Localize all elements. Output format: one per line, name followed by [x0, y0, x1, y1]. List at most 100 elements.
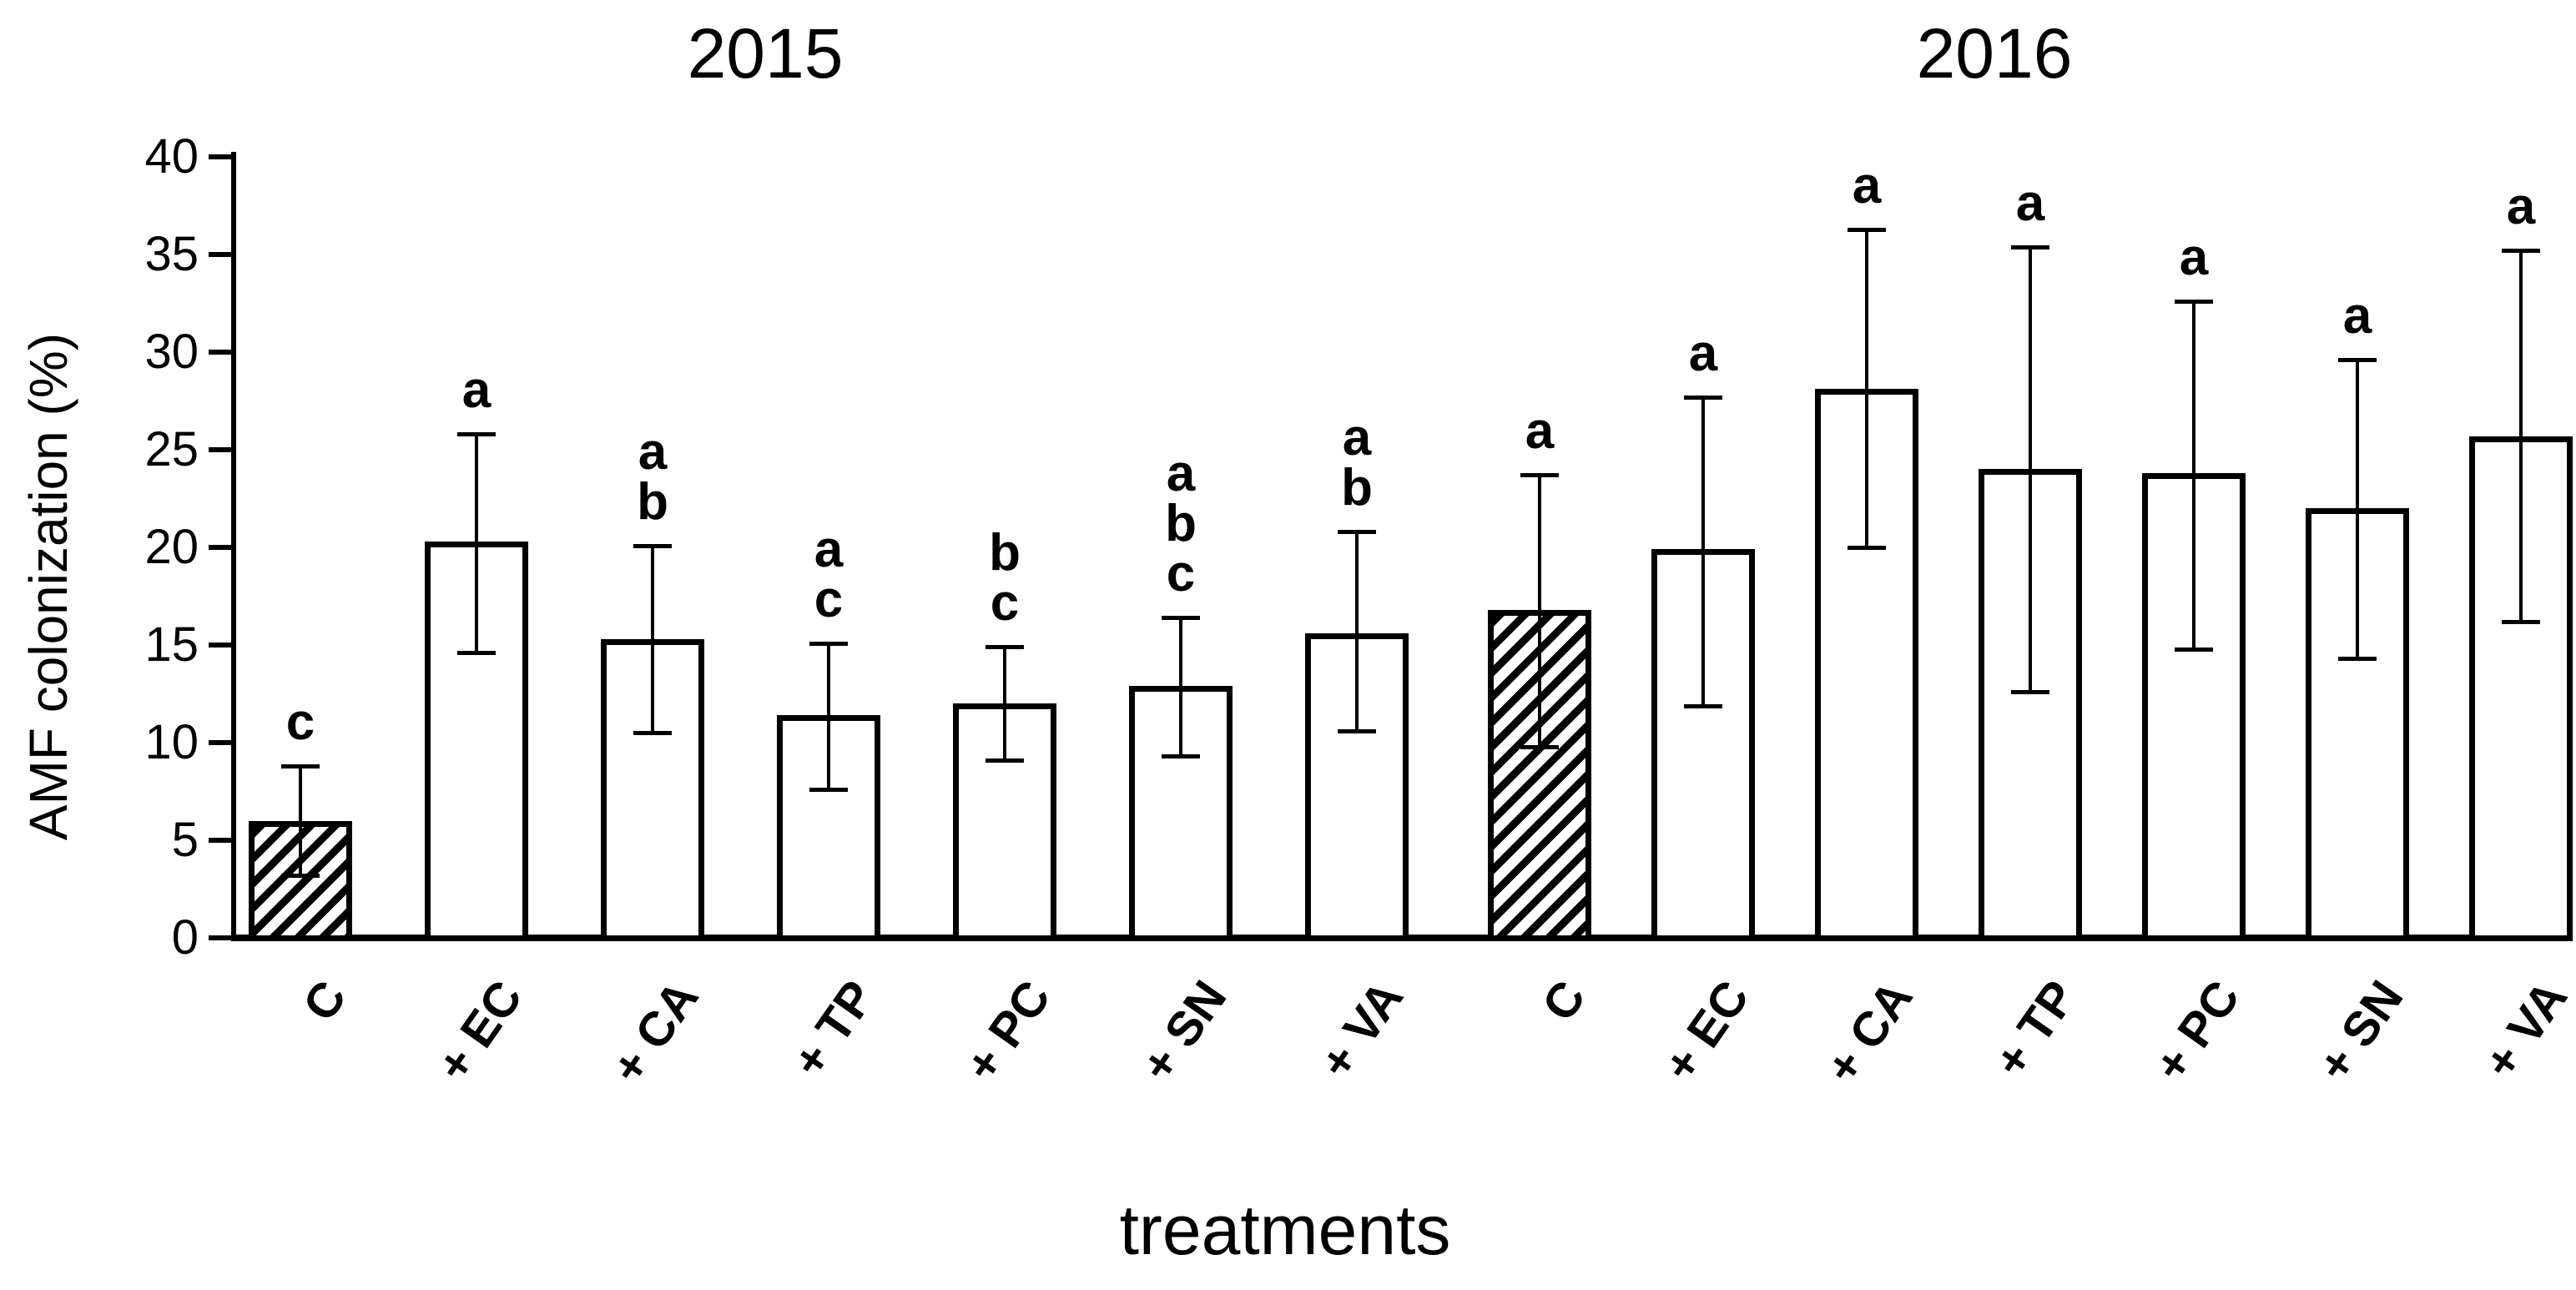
bar-2015-c [249, 820, 352, 941]
y-tick-mark-10 [209, 740, 234, 745]
error-bar-cap-bottom-2016-ec [1684, 703, 1722, 708]
y-tick-label-15: 15 [144, 617, 199, 672]
significance-letter: a [2342, 287, 2372, 345]
error-bar-cap-bottom-2015-ec [457, 651, 496, 656]
error-bar-cap-bottom-2015-pc [986, 758, 1024, 763]
y-tick-mark-35 [209, 252, 234, 257]
error-bar-cap-bottom-2016-c [1520, 744, 1559, 749]
significance-letters-2016-pc: a [2127, 229, 2261, 287]
y-tick-label-5: 5 [171, 813, 199, 867]
error-bar-cap-bottom-2015-ca [633, 731, 672, 736]
y-tick-mark-0 [209, 935, 234, 940]
error-bar-line-2015-ca [651, 545, 654, 733]
panel-title-2015: 2015 [687, 14, 844, 93]
error-bar-cap-top-2016-ca [1848, 227, 1886, 232]
error-bar-line-2016-c [1538, 475, 1541, 747]
significance-letter: a [814, 520, 844, 578]
x-category-label-2015-va: + VA [1308, 970, 1414, 1089]
error-bar-cap-bottom-2015-tp [809, 788, 848, 793]
panel-title-2016: 2016 [1916, 14, 2073, 93]
x-category-label-2016-ca: + CA [1814, 970, 1923, 1094]
error-bar-line-2016-ec [1701, 396, 1705, 706]
error-bar-cap-bottom-2016-va [2502, 619, 2540, 624]
error-bar-line-2015-sn [1179, 617, 1182, 757]
y-tick-mark-30 [209, 350, 234, 355]
significance-letter: c [1166, 545, 1196, 603]
x-category-label-2016-ec: + EC [1652, 970, 1760, 1091]
error-bar-cap-bottom-2016-ca [1848, 546, 1886, 550]
significance-letters-2016-ec: a [1636, 327, 1770, 379]
significance-letter: b [989, 524, 1021, 582]
y-tick-mark-15 [209, 642, 234, 648]
error-bar-cap-top-2016-sn [2338, 358, 2377, 363]
error-bar-line-2016-sn [2356, 360, 2359, 659]
error-bar-line-2015-pc [1003, 647, 1006, 761]
x-category-label-2015-pc: + PC [954, 970, 1061, 1091]
significance-letters-2016-tp: a [1964, 174, 2097, 232]
error-bar-cap-top-2016-c [1520, 473, 1559, 478]
error-bar-cap-top-2016-pc [2175, 300, 2213, 305]
error-bar-cap-bottom-2015-sn [1162, 754, 1200, 759]
y-tick-label-25: 25 [144, 422, 199, 476]
y-tick-mark-40 [209, 154, 234, 159]
x-category-label-2016-va: + VA [2473, 970, 2576, 1089]
significance-letter: c [814, 570, 844, 628]
y-tick-mark-5 [209, 838, 234, 843]
error-bar-cap-top-2015-c [281, 764, 320, 769]
y-tick-label-35: 35 [144, 227, 199, 281]
x-category-label-2016-tp: + TP [1983, 970, 2087, 1087]
x-category-label-2016-pc: + PC [2143, 970, 2251, 1091]
y-tick-label-10: 10 [144, 715, 199, 769]
x-category-label-2015-c: C [292, 970, 357, 1031]
y-axis-title: AMF colonization (%) [18, 332, 78, 841]
significance-letter: a [461, 361, 492, 420]
x-axis-title: treatments [1119, 1191, 1451, 1269]
error-bar-cap-top-2015-sn [1162, 616, 1200, 621]
bar-2016-sn [2306, 508, 2409, 941]
significance-letter: a [1852, 156, 1882, 214]
y-tick-mark-25 [209, 447, 234, 452]
y-tick-label-0: 0 [171, 910, 199, 965]
y-tick-label-30: 30 [144, 325, 199, 379]
error-bar-cap-top-2015-va [1338, 530, 1376, 535]
significance-letter: a [638, 422, 668, 481]
significance-letters-2016-ca: a [1800, 156, 1933, 214]
error-bar-cap-bottom-2015-c [281, 874, 320, 879]
error-bar-cap-top-2015-tp [809, 641, 848, 646]
x-category-label-2015-ec: + EC [426, 970, 533, 1091]
error-bar-cap-top-2016-va [2502, 249, 2540, 254]
significance-letter: b [1341, 459, 1373, 517]
significance-letter: a [1342, 409, 1372, 467]
significance-letters-2016-sn: a [2291, 287, 2424, 345]
error-bar-line-2015-va [1355, 532, 1359, 731]
x-category-label-2015-ca: + CA [600, 970, 709, 1094]
significance-letter: a [2015, 174, 2045, 232]
error-bar-line-2016-pc [2192, 301, 2195, 649]
significance-letter: a [2179, 229, 2209, 287]
bar-2016-ec [1651, 549, 1755, 941]
significance-letter: c [990, 574, 1020, 632]
error-bar-cap-top-2015-ec [457, 432, 496, 437]
significance-letters-2016-c: a [1473, 406, 1606, 457]
significance-letter: b [1165, 495, 1197, 553]
error-bar-cap-bottom-2016-sn [2338, 657, 2377, 662]
y-tick-mark-20 [209, 545, 234, 550]
significance-letter: c [285, 693, 315, 752]
x-category-label-2015-tp: + TP [781, 970, 885, 1087]
error-bar-cap-top-2016-ec [1684, 395, 1722, 400]
y-tick-label-40: 40 [144, 129, 199, 184]
significance-letter: b [637, 472, 668, 531]
error-bar-cap-bottom-2016-tp [2011, 690, 2049, 695]
error-bar-line-2015-tp [827, 642, 830, 790]
error-bar-line-2015-ec [475, 434, 478, 653]
error-bar-cap-top-2016-tp [2011, 244, 2049, 249]
significance-letter: a [2506, 178, 2536, 236]
error-bar-line-2016-va [2519, 250, 2523, 622]
error-bar-cap-top-2015-pc [986, 645, 1024, 650]
significance-letters-2015-c: c [234, 693, 367, 752]
y-tick-label-20: 20 [144, 520, 199, 574]
